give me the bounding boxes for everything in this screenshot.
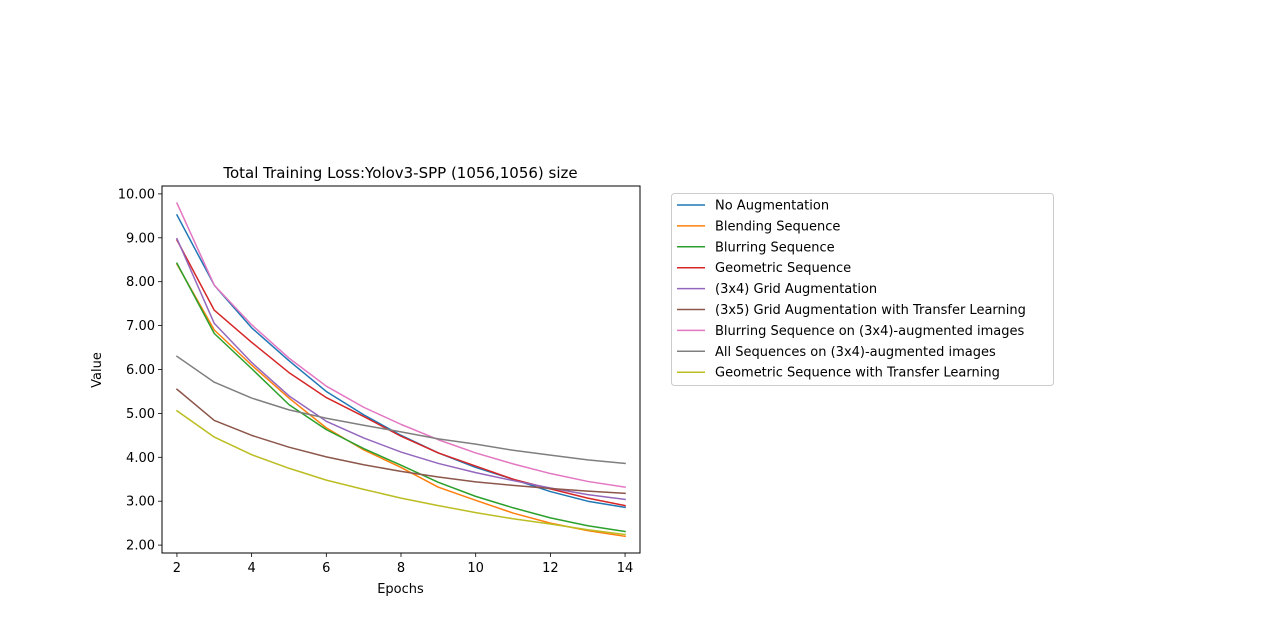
y-tick-label: 5.00 <box>126 407 155 422</box>
series-line-9 <box>175 409 626 536</box>
series-line-1 <box>175 213 626 509</box>
y-tick-label: 8.00 <box>126 275 155 290</box>
legend-label-1: No Augmentation <box>715 199 829 214</box>
series-line-8 <box>175 355 626 465</box>
series-line-2 <box>175 263 626 538</box>
legend: No Augmentation Blending Sequence Blurring… <box>671 193 1054 386</box>
series-line-5 <box>175 237 626 501</box>
y-tick-label: 10.00 <box>118 187 155 202</box>
legend-label-2: Blending Sequence <box>715 219 840 234</box>
x-axis-label: Epochs <box>377 582 424 597</box>
x-axis: 2 4 6 8 10 12 14 <box>173 553 634 576</box>
y-tick-label: 6.00 <box>126 363 155 378</box>
y-tick-label: 2.00 <box>126 539 155 554</box>
x-tick-label: 14 <box>617 561 634 576</box>
x-tick-label: 10 <box>467 561 484 576</box>
legend-label-9: Geometric Sequence with Transfer Learnin… <box>715 366 1000 381</box>
y-tick-label: 7.00 <box>126 319 155 334</box>
y-tick-label: 4.00 <box>126 451 155 466</box>
plot-lines <box>175 202 626 538</box>
series-line-3 <box>175 262 626 533</box>
legend-label-4: Geometric Sequence <box>715 261 851 276</box>
legend-label-6: (3x5) Grid Augmentation with Transfer Le… <box>715 303 1026 318</box>
legend-label-8: All Sequences on (3x4)-augmented images <box>715 345 996 360</box>
series-line-6 <box>175 388 626 495</box>
legend-label-5: (3x4) Grid Augmentation <box>715 282 877 297</box>
chart-title: Total Training Loss:Yolov3-SPP (1056,105… <box>222 164 577 182</box>
legend-frame <box>671 193 1054 386</box>
x-tick-label: 12 <box>542 561 559 576</box>
x-tick-label: 8 <box>397 561 405 576</box>
legend-label-3: Blurring Sequence <box>715 240 835 255</box>
y-axis-label: Value <box>90 352 105 388</box>
x-tick-label: 2 <box>173 561 181 576</box>
x-tick-label: 6 <box>322 561 330 576</box>
x-tick-label: 4 <box>247 561 255 576</box>
series-line-7 <box>175 202 626 489</box>
legend-label-7: Blurring Sequence on (3x4)-augmented ima… <box>715 324 1024 339</box>
y-tick-label: 3.00 <box>126 495 155 510</box>
y-tick-label: 9.00 <box>126 231 155 246</box>
y-axis: 2.00 3.00 4.00 5.00 6.00 7.00 8.00 9.00 10.00 <box>118 187 162 554</box>
